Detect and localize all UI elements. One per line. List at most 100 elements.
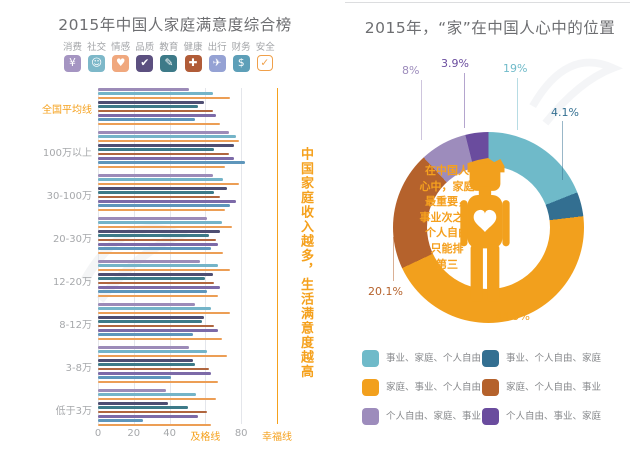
satisfaction-bar — [98, 324, 215, 328]
satisfaction-bar — [98, 419, 143, 423]
satisfaction-bar — [98, 100, 204, 104]
satisfaction-bar — [98, 350, 208, 354]
satisfaction-bar — [98, 363, 195, 367]
satisfaction-bar — [98, 182, 240, 186]
gridline — [205, 88, 207, 424]
satisfaction-bar — [98, 406, 188, 410]
x-tick-label: 40 — [163, 428, 176, 439]
legend-label: 家庭、事业、个人自由 — [386, 382, 482, 393]
legend-swatch — [362, 379, 379, 396]
thumbs-up-icon: ✔ — [136, 55, 154, 72]
satisfaction-bar — [98, 268, 231, 272]
left-chart-title: 2015年中国人家庭满意度综合榜 — [58, 16, 292, 34]
x-tick-label: 20 — [127, 428, 141, 439]
category-label: 出行 — [207, 42, 227, 53]
satisfaction-bar — [98, 367, 209, 371]
legend-label: 事业、家庭、个人自由 — [386, 353, 482, 364]
pie-percent-label: 20.1% — [368, 285, 403, 298]
satisfaction-bar — [98, 397, 217, 401]
person-icon — [460, 158, 510, 302]
satisfaction-bar — [98, 346, 190, 349]
satisfaction-bar — [98, 264, 218, 268]
hearts-icon: ♥ — [112, 55, 130, 72]
satisfaction-bar — [98, 376, 172, 380]
satisfaction-bar — [98, 96, 231, 100]
satisfaction-bar — [98, 118, 195, 122]
satisfaction-bar — [98, 217, 208, 220]
satisfaction-bar — [98, 320, 202, 324]
satisfaction-bar — [98, 152, 229, 156]
legend-label: 事业、个人自由、家庭 — [506, 353, 602, 364]
satisfaction-bar — [98, 143, 235, 147]
satisfaction-bar — [98, 229, 220, 233]
satisfaction-bar — [98, 221, 222, 225]
pie-leader-line — [523, 295, 524, 312]
satisfaction-bar — [98, 389, 167, 392]
panel-top-border — [345, 2, 630, 3]
stethoscope-icon: ✚ — [184, 55, 202, 72]
satisfaction-bar — [98, 234, 209, 238]
income-group-label: 20-30万 — [52, 234, 92, 245]
satisfaction-bar — [98, 294, 218, 298]
x-tick-label: 幸福线 — [262, 432, 292, 443]
satisfaction-bar — [98, 156, 235, 160]
income-group-label: 100万以上 — [42, 148, 92, 159]
satisfaction-bar — [98, 272, 213, 276]
satisfaction-bar — [98, 337, 222, 341]
satisfaction-bar — [98, 358, 193, 362]
satisfaction-bar — [98, 238, 217, 242]
satisfaction-bar — [98, 414, 199, 418]
legend-label: 个人自由、事业、家庭 — [506, 411, 602, 422]
gridline — [241, 88, 243, 424]
satisfaction-bar — [98, 393, 197, 397]
legend-swatch — [362, 350, 379, 367]
income-annotation: 中国家庭收入越多，生活满意度越高 — [298, 147, 313, 379]
income-group-label: 低于3万 — [55, 406, 92, 417]
pie-percent-label: 8% — [402, 64, 420, 77]
pie-percent-label: 19% — [503, 62, 528, 75]
satisfaction-bar — [98, 195, 220, 199]
shield-icon: ✓ — [256, 55, 273, 71]
satisfaction-bar — [98, 148, 215, 152]
satisfaction-bar — [98, 242, 218, 246]
satisfaction-bar — [98, 328, 218, 332]
satisfaction-bar — [98, 131, 229, 134]
legend-label: 家庭、个人自由、事业 — [506, 382, 602, 393]
people-icon: ☺ — [88, 55, 106, 72]
satisfaction-bar — [98, 225, 233, 229]
satisfaction-bar — [98, 88, 190, 91]
satisfaction-bar — [98, 174, 213, 177]
family-position-panel: 2015年，“家”在中国人心中的位置 在中国人 心中，家庭 最重要， 事业次之，… — [340, 0, 640, 449]
money-icon: ¥ — [64, 55, 81, 72]
income-group-label: 3-8万 — [65, 363, 92, 374]
happiness-line — [277, 88, 278, 424]
satisfaction-bar — [98, 186, 227, 190]
piggy-bank-icon: $ — [232, 55, 250, 72]
satisfaction-bar — [98, 277, 206, 281]
category-label: 情感 — [111, 42, 131, 53]
pie-leader-line — [562, 121, 563, 180]
pie-percent-label: 3.9% — [441, 57, 469, 70]
pie-leader-line — [464, 73, 465, 128]
pie-percent-label: 44.9% — [495, 310, 530, 323]
satisfaction-bar — [98, 199, 236, 203]
satisfaction-bar — [98, 113, 217, 117]
gridline — [98, 88, 99, 424]
satisfaction-bar — [98, 122, 220, 126]
satisfaction-bar — [98, 380, 218, 384]
income-group-label: 全国平均线 — [42, 105, 92, 116]
category-label: 健康 — [183, 42, 203, 53]
income-group-label: 8-12万 — [59, 320, 92, 331]
x-tick-label: 80 — [234, 428, 248, 439]
pie-leader-line — [517, 78, 518, 130]
legend-swatch — [362, 408, 379, 425]
satisfaction-bar — [98, 208, 226, 212]
satisfaction-bar — [98, 401, 168, 405]
satisfaction-bar — [98, 191, 215, 195]
satisfaction-bar — [98, 109, 213, 113]
satisfaction-bar — [98, 135, 236, 139]
x-tick-label: 0 — [94, 428, 102, 439]
satisfaction-bar — [98, 333, 193, 337]
satisfaction-bar — [98, 311, 231, 315]
satisfaction-bar — [98, 178, 224, 182]
